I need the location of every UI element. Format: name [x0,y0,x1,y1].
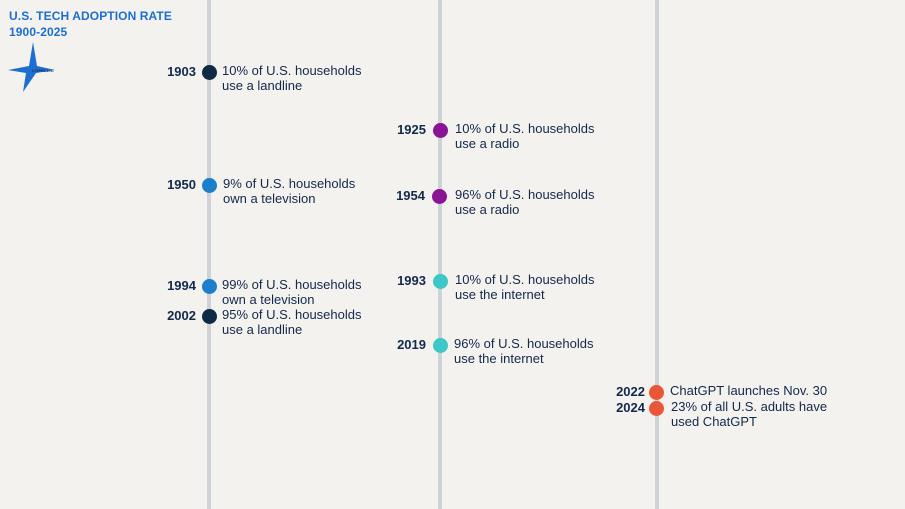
landline-dot [202,309,217,324]
television-dot [202,178,217,193]
event-line-1: 96% of U.S. households [454,336,594,351]
event-line-1: 10% of U.S. households [455,121,595,136]
radio-dot [433,123,448,138]
event-description: 9% of U.S. households own a television [223,176,413,206]
chart-title-block: U.S. TECH ADOPTION RATE 1900-2025 [9,8,172,40]
landline-dot [202,65,217,80]
chart-subtitle: 1900-2025 [9,25,68,39]
internet-dot [433,338,448,353]
event-description: 95% of U.S. households use a landline [222,307,412,337]
event-line-2: use the internet [455,286,545,302]
radio-dot [432,189,447,204]
event-description: 10% of U.S. households use a landline [222,63,412,93]
event-year: 1994 [167,278,196,293]
event-description: 23% of all U.S. adults have used ChatGPT [671,399,851,429]
internet-dot [433,274,448,289]
event-year: 2019 [397,337,426,352]
timeline-rail-right [655,0,659,509]
event-line-2: use the internet [454,350,544,366]
brand-logo: COPELLIC [8,42,58,94]
event-line-2: use a landline [222,77,303,93]
timeline-rail-middle [438,0,442,509]
event-line-2: used ChatGPT [671,413,757,429]
event-line-2: use a landline [222,321,303,337]
chatgpt-dot [649,385,664,400]
timeline-rail-left [207,0,211,509]
event-year: 2022 [616,384,645,399]
event-line-1: 95% of U.S. households [222,307,362,322]
television-dot [202,279,217,294]
event-year: 1954 [396,188,425,203]
event-year: 1903 [167,64,196,79]
event-description: 10% of U.S. households use a radio [455,121,645,151]
event-description: 96% of U.S. households use a radio [455,187,645,217]
event-description: 99% of U.S. households own a television [222,277,412,307]
event-line-1: 10% of U.S. households [222,63,362,78]
chatgpt-dot [649,401,664,416]
event-year: 1925 [397,122,426,137]
event-description: 96% of U.S. households use the internet [454,336,644,366]
event-year: 2024 [616,400,645,415]
event-line-1: 96% of U.S. households [455,187,595,202]
event-line-1: ChatGPT launches Nov. 30 [670,383,828,398]
star-logo-icon [8,42,55,92]
event-description: ChatGPT launches Nov. 30 [670,383,850,399]
event-line-2: own a television [223,190,316,206]
event-description: 10% of U.S. households use the internet [455,272,645,302]
logo-wordmark: COPELLIC [32,68,54,73]
event-line-2: use a radio [455,135,520,151]
event-line-2: use a radio [455,201,520,217]
chart-title: U.S. TECH ADOPTION RATE [9,9,172,23]
event-line-1: 99% of U.S. households [222,277,362,292]
event-year: 2002 [167,308,196,323]
event-line-1: 9% of U.S. households [223,176,356,191]
event-year: 1993 [397,273,426,288]
event-line-1: 23% of all U.S. adults have [671,399,828,414]
event-line-1: 10% of U.S. households [455,272,595,287]
event-year: 1950 [167,177,196,192]
event-line-2: own a television [222,291,315,307]
